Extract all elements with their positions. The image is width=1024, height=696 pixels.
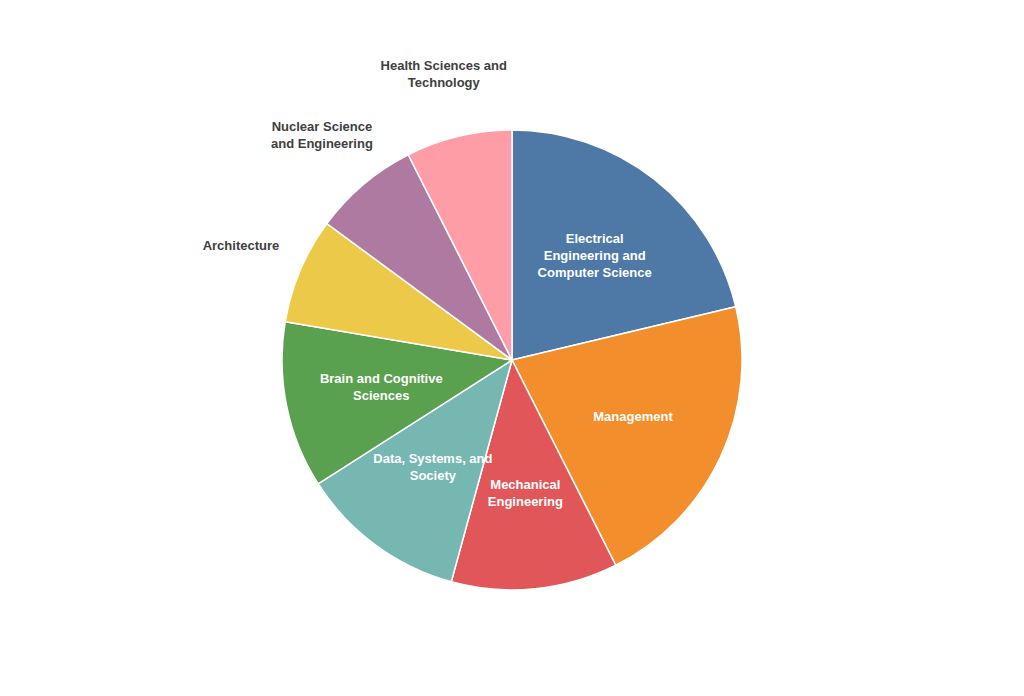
inside-label: Electrical Engineering and Computer Scienc… [538,231,652,280]
slice [408,130,512,360]
pie: Electrical Engineering and Computer Scienc… [203,58,742,590]
label-line: Computer Science [538,265,652,280]
label-line: Health Sciences and [381,58,507,73]
label-line: Engineering [488,494,563,509]
label-line: Electrical [566,231,624,246]
label-line: and Engineering [271,136,373,151]
label-line: Nuclear Science [272,119,372,134]
label-line: Technology [408,75,481,90]
inside-label: Brain and Cognitive Sciences [320,371,443,403]
label-line: Architecture [203,238,280,253]
label-line: Engineering and [544,248,646,263]
inside-label: Management [593,409,673,424]
outside-label: Nuclear Science and Engineering [271,119,373,151]
label-line: Data, Systems, and [373,451,492,466]
chart: Electrical Engineering and Computer Scienc… [0,0,1024,696]
inside-label: Data, Systems, and Society [373,451,492,483]
label-line: Society [410,468,457,483]
label-line: Brain and Cognitive [320,371,443,386]
label-line: Management [593,409,673,424]
outside-label: Health Sciences and Technology [381,58,507,90]
label-line: Mechanical [490,477,560,492]
outside-label: Architecture [203,238,280,253]
label-line: Sciences [353,388,409,403]
slice-labels: Electrical Engineering and Computer Scienc… [203,58,674,509]
slices [282,130,742,590]
inside-label: Mechanical Engineering [488,477,563,509]
